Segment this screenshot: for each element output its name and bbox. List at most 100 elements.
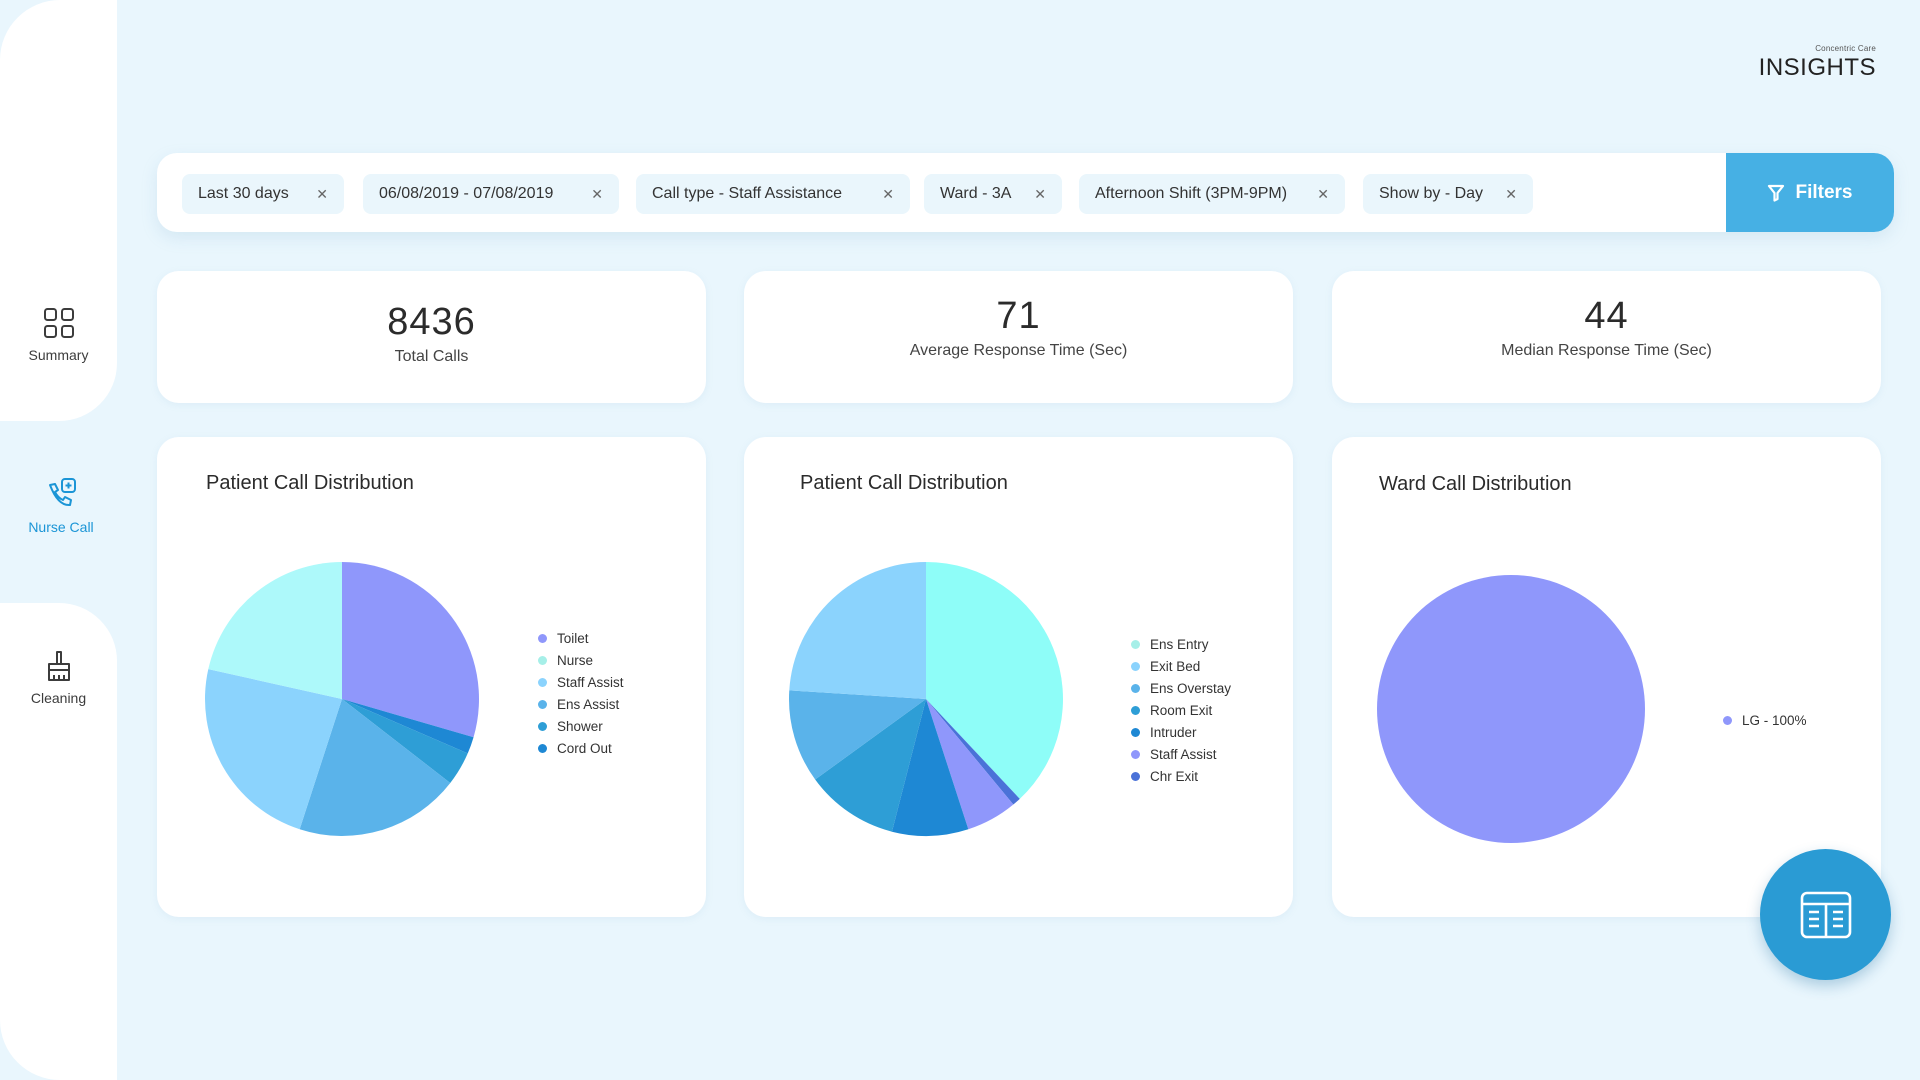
- legend-label: Nurse: [557, 652, 594, 668]
- table-view-button[interactable]: [1760, 849, 1891, 980]
- legend-item-staff-assist[interactable]: Staff Assist: [538, 671, 624, 693]
- pie-slice-chr-exit[interactable]: [926, 699, 1020, 805]
- pie-slice-lg-100[interactable]: [1377, 575, 1645, 843]
- legend-label: Staff Assist: [1150, 746, 1217, 762]
- stat-value: 71: [996, 295, 1041, 337]
- legend-label: Intruder: [1150, 724, 1197, 740]
- chart-legend: Toilet Nurse Staff Assist Ens Assist Shower C…: [538, 627, 624, 759]
- filter-chip-period[interactable]: Last 30 days ✕: [182, 174, 344, 214]
- pie-slice-nurse[interactable]: [342, 699, 474, 754]
- pie-slice-ens-overstay[interactable]: [789, 690, 926, 780]
- pie-slice-staff-assist[interactable]: [926, 699, 1014, 830]
- sidebar-panel-bottom: [0, 603, 117, 1080]
- stat-label: Median Response Time (Sec): [1501, 342, 1712, 359]
- sidebar-item-cleaning[interactable]: Cleaning: [0, 650, 117, 706]
- pie-slice-exit-bed[interactable]: [789, 562, 926, 699]
- legend-dot: [538, 633, 547, 643]
- funnel-icon: [1768, 184, 1785, 202]
- legend-label: Shower: [557, 718, 603, 734]
- filter-chip-show-by[interactable]: Show by - Day ✕: [1363, 174, 1533, 214]
- filter-chip-label: 06/08/2019 - 07/08/2019: [379, 185, 554, 202]
- legend-label: Exit Bed: [1150, 658, 1201, 674]
- sidebar: Summary Nurse Call Cleaning: [0, 0, 120, 1080]
- pie-slice-room-exit[interactable]: [815, 699, 926, 832]
- legend-dot: [1131, 683, 1140, 693]
- legend-item-lg-100[interactable]: LG - 100%: [1723, 709, 1807, 731]
- pie-slice-shower[interactable]: [205, 669, 342, 830]
- stat-card-average-response: 71 Average Response Time (Sec): [744, 271, 1293, 403]
- legend-item-ens-assist[interactable]: Ens Assist: [538, 693, 624, 715]
- stat-card-median-response: 44 Median Response Time (Sec): [1332, 271, 1881, 403]
- close-icon[interactable]: ✕: [1034, 185, 1046, 202]
- pie-slice-intruder[interactable]: [891, 699, 969, 836]
- legend-item-room-exit[interactable]: Room Exit: [1131, 699, 1231, 721]
- sidebar-item-label: Summary: [28, 347, 89, 363]
- phone-plus-icon: [49, 478, 76, 507]
- legend-item-staff-assist[interactable]: Staff Assist: [1131, 743, 1231, 765]
- sidebar-active-slot: [10, 421, 117, 603]
- legend-item-ens-overstay[interactable]: Ens Overstay: [1131, 677, 1231, 699]
- legend-dot: [538, 743, 547, 753]
- close-icon[interactable]: ✕: [1505, 185, 1517, 202]
- close-icon[interactable]: ✕: [1317, 185, 1329, 202]
- chart-title: Patient Call Distribution: [206, 472, 414, 494]
- filters-button-label: Filters: [1795, 181, 1853, 203]
- pie-slice-ens-assist[interactable]: [299, 699, 451, 836]
- legend-dot: [1131, 661, 1140, 671]
- sidebar-item-label: Cleaning: [30, 690, 87, 706]
- legend-label: Ens Entry: [1150, 636, 1209, 652]
- legend-item-chr-exit[interactable]: Chr Exit: [1131, 765, 1231, 787]
- pie-chart: [205, 562, 479, 836]
- grid-icon: [43, 308, 74, 338]
- legend-label: Cord Out: [557, 740, 612, 756]
- close-icon[interactable]: ✕: [316, 185, 328, 202]
- chart-card-ward-call: Ward Call Distribution LG - 100%: [1332, 437, 1881, 917]
- legend-dot: [538, 677, 547, 687]
- sidebar-item-label: Nurse Call: [28, 519, 94, 535]
- legend-label: Ens Assist: [557, 696, 620, 712]
- pie-slice-staff-assist[interactable]: [342, 699, 468, 783]
- pie-chart: [789, 562, 1063, 836]
- legend-dot: [538, 699, 547, 709]
- sidebar-item-summary[interactable]: Summary: [0, 307, 117, 363]
- stat-card-total-calls: 8436 Total Calls: [157, 271, 706, 403]
- pie-slice-cord-out[interactable]: [208, 562, 342, 699]
- close-icon[interactable]: ✕: [882, 185, 894, 202]
- table-icon: [1800, 891, 1851, 938]
- legend-label: Room Exit: [1150, 702, 1213, 718]
- stat-value: 44: [1584, 295, 1629, 337]
- filter-chip-call-type[interactable]: Call type - Staff Assistance ✕: [636, 174, 910, 214]
- legend-dot: [1131, 639, 1140, 649]
- legend-item-intruder[interactable]: Intruder: [1131, 721, 1231, 743]
- legend-item-exit-bed[interactable]: Exit Bed: [1131, 655, 1231, 677]
- legend-item-cord-out[interactable]: Cord Out: [538, 737, 624, 759]
- filter-chip-label: Call type - Staff Assistance: [652, 185, 843, 202]
- legend-dot: [1131, 771, 1140, 781]
- legend-dot: [538, 721, 547, 731]
- filters-button[interactable]: Filters: [1726, 153, 1894, 232]
- filter-chip-date-range[interactable]: 06/08/2019 - 07/08/2019 ✕: [363, 174, 619, 214]
- close-icon[interactable]: ✕: [591, 185, 603, 202]
- pie-slice-ens-entry[interactable]: [926, 562, 1063, 799]
- legend-dot: [1723, 715, 1732, 725]
- legend-label: LG - 100%: [1742, 712, 1807, 728]
- brand-subtitle: Concentric Care: [1815, 44, 1876, 53]
- legend-item-ens-entry[interactable]: Ens Entry: [1131, 633, 1231, 655]
- legend-label: Staff Assist: [557, 674, 624, 690]
- filter-chip-shift[interactable]: Afternoon Shift (3PM-9PM) ✕: [1079, 174, 1345, 214]
- legend-dot: [1131, 749, 1140, 759]
- legend-dot: [1131, 705, 1140, 715]
- pie-slice-toilet[interactable]: [342, 562, 479, 738]
- filter-chip-label: Show by - Day: [1379, 185, 1484, 202]
- legend-item-nurse[interactable]: Nurse: [538, 649, 624, 671]
- chart-title: Ward Call Distribution: [1379, 473, 1572, 495]
- sidebar-item-nurse-call[interactable]: Nurse Call: [10, 477, 112, 535]
- stat-label: Average Response Time (Sec): [909, 342, 1128, 359]
- chart-card-patient-call-2: Patient Call Distribution Ens Entry Exit …: [744, 437, 1293, 917]
- legend-label: Toilet: [557, 630, 589, 646]
- legend-item-toilet[interactable]: Toilet: [538, 627, 624, 649]
- filter-chip-ward[interactable]: Ward - 3A ✕: [924, 174, 1062, 214]
- legend-item-shower[interactable]: Shower: [538, 715, 624, 737]
- stat-value: 8436: [387, 301, 476, 343]
- pie-chart: [1377, 575, 1645, 843]
